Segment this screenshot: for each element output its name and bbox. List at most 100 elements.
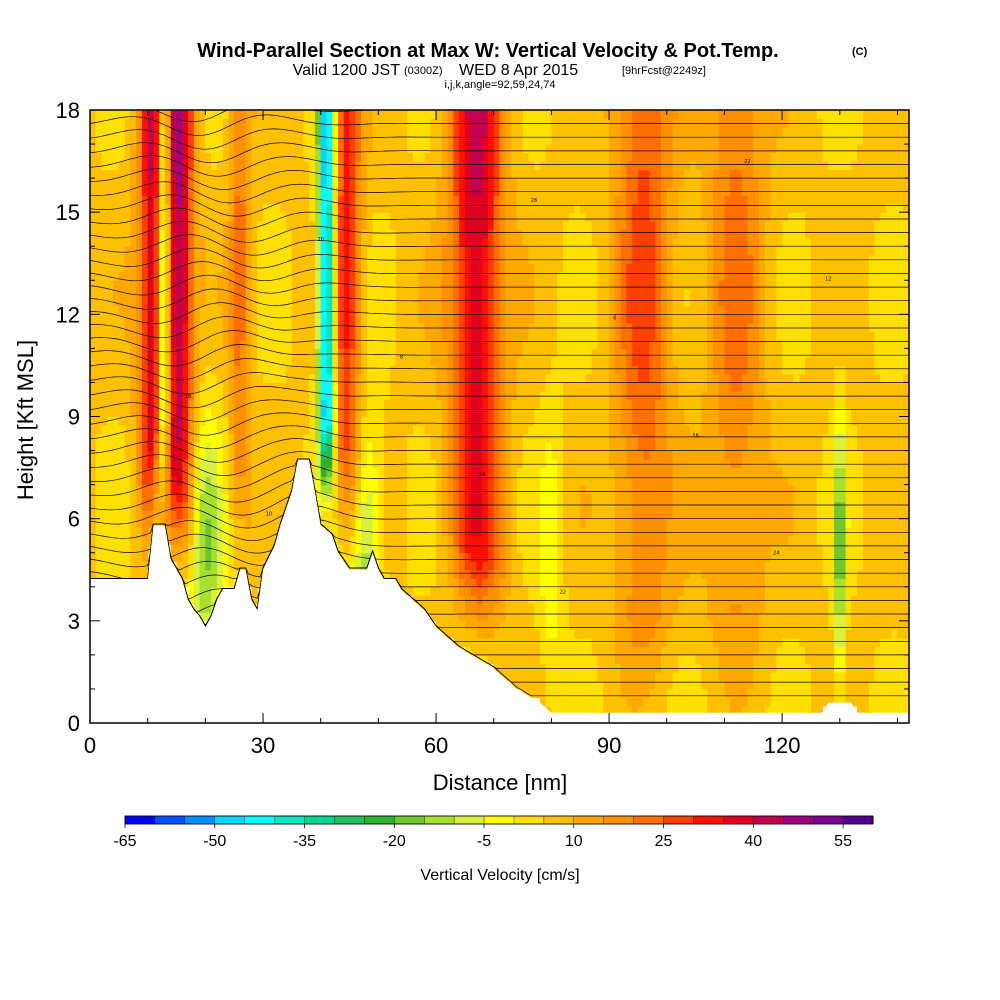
heatmap-cell [170,416,178,426]
heatmap-cell [516,637,524,647]
heatmap-cell [366,314,374,324]
heatmap-cell [539,425,547,435]
heatmap-cell [188,254,195,264]
heatmap-cell [453,135,460,145]
heatmap-cell [401,510,408,520]
heatmap-cell [147,263,155,273]
heatmap-cell [516,399,524,409]
heatmap-cell [205,390,212,401]
heatmap-cell [441,186,449,196]
heatmap-cell [562,314,570,324]
heatmap-cell [424,118,431,128]
heatmap-cell [378,467,385,477]
heatmap-cell [372,356,379,367]
heatmap-cell [412,399,420,409]
heatmap-cell [424,331,431,341]
heatmap-cell [568,331,576,341]
heatmap-cell [153,195,160,205]
heatmap-cell [545,620,553,630]
heatmap-cell [326,212,333,222]
heatmap-cell [412,450,420,460]
heatmap-cell [562,399,570,409]
heatmap-cell [522,271,529,281]
heatmap-cell [412,535,420,545]
heatmap-cell [274,407,281,418]
heatmap-cell [228,195,235,205]
heatmap-cell [459,433,466,443]
heatmap-cell [141,476,149,486]
heatmap-cell [320,263,328,273]
heatmap-cell [222,305,230,315]
heatmap-cell [401,152,408,162]
heatmap-cell [188,314,195,324]
heatmap-cell [188,433,195,443]
heatmap-cell [349,373,356,384]
heatmap-cell [268,144,276,154]
heatmap-cell [349,322,356,332]
heatmap-cell [199,518,206,528]
heatmap-cell [338,476,345,486]
heatmap-cell [320,127,328,137]
heatmap-cell [378,331,385,341]
heatmap-cell [378,373,385,384]
heatmap-cell [141,135,149,145]
heatmap-cell [170,314,178,324]
heatmap-cell [361,237,368,247]
heatmap-cell [228,544,235,554]
heatmap-cell [263,416,270,426]
heatmap-cell [228,348,235,358]
heatmap-cell [257,331,264,341]
heatmap-cell [320,254,328,264]
heatmap-cell [216,161,224,171]
heatmap-cell [389,467,397,477]
heatmap-cell [522,518,529,528]
heatmap-cell [170,220,178,230]
heatmap-cell [309,144,316,154]
heatmap-cell [372,263,379,273]
heatmap-cell [505,305,512,315]
heatmap-cell [291,305,299,315]
heatmap-cell [205,356,212,367]
heatmap-cell [366,365,374,375]
heatmap-cell [188,348,195,358]
heatmap-cell [389,476,397,486]
heatmap-cell [245,450,253,460]
heatmap-cell [459,467,466,477]
heatmap-cell [251,510,258,520]
heatmap-cell [239,110,247,120]
heatmap-cell [216,365,224,375]
heatmap-cell [453,620,460,630]
heatmap-cell [562,705,570,716]
heatmap-cell [188,229,195,239]
heatmap-cell [257,442,264,452]
heatmap-cell [476,620,483,630]
heatmap-cell [551,705,558,716]
heatmap-cell [286,476,293,486]
heatmap-cell [574,442,581,452]
heatmap-cell [182,280,189,290]
heatmap-cell [464,229,472,239]
heatmap-cell [418,365,426,375]
heatmap-cell [199,501,206,511]
heatmap-cell [245,527,253,537]
heatmap-cell [511,535,518,545]
heatmap-cell [297,331,304,341]
heatmap-cell [395,501,403,511]
heatmap-cell [389,433,397,443]
heatmap-cell [95,442,103,452]
heatmap-cell [528,561,535,571]
heatmap-cell [263,246,270,256]
heatmap-cell [418,135,426,145]
heatmap-cell [170,212,178,222]
heatmap-cell [303,152,310,162]
heatmap-cell [234,110,241,120]
heatmap-cell [401,314,408,324]
heatmap-cell [580,450,587,460]
heatmap-cell [274,467,281,477]
heatmap-cell [401,365,408,375]
heatmap-cell [343,229,351,239]
heatmap-cell [199,237,206,247]
heatmap-cell [470,297,478,307]
heatmap-cell [205,322,212,332]
heatmap-cell [407,135,414,145]
